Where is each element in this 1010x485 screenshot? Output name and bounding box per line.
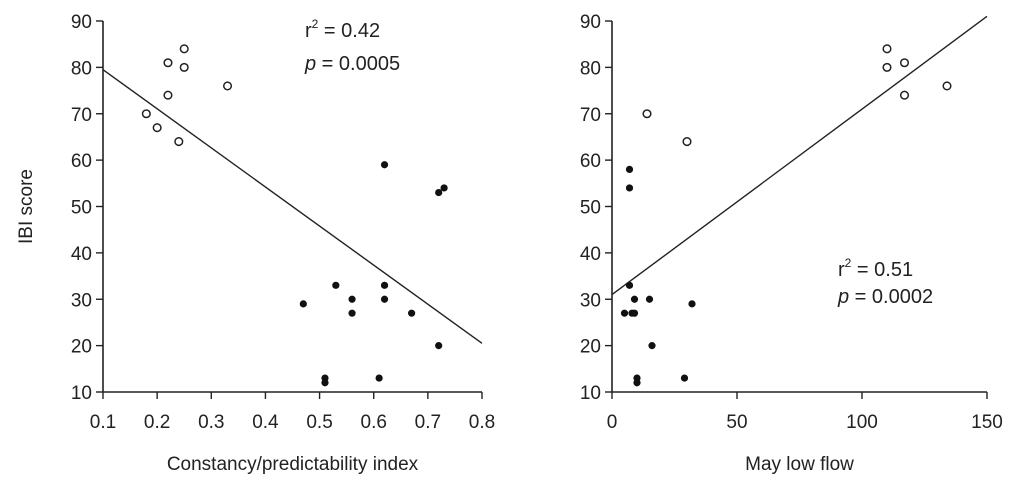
- filled-data-point: [348, 309, 356, 317]
- y-tick-label: 80: [580, 58, 601, 79]
- filled-data-point: [648, 342, 656, 350]
- y-tick-label: 60: [580, 151, 601, 172]
- y-tick-label: 70: [580, 105, 601, 126]
- x-axis-title: May low flow: [745, 454, 854, 475]
- filled-data-point: [633, 379, 641, 387]
- x-tick-label: 0.7: [415, 412, 441, 433]
- x-tick-label: 100: [846, 412, 878, 433]
- filled-data-point: [380, 161, 389, 169]
- x-tick-label: 0.8: [469, 412, 495, 433]
- left-scatter-panel: IBI score Constancy/predictability index…: [16, 12, 495, 475]
- p-value-annotation: p = 0.0005: [304, 53, 400, 75]
- x-tick-label: 0.4: [252, 412, 279, 433]
- filled-data-point: [375, 374, 383, 382]
- open-data-point: [882, 62, 892, 72]
- y-tick-label: 30: [580, 290, 601, 311]
- filled-data-point: [630, 295, 639, 303]
- filled-data-point: [299, 300, 307, 308]
- y-tick-label: 20: [71, 337, 92, 358]
- open-data-point: [179, 44, 189, 54]
- x-tick-label: 50: [726, 412, 747, 433]
- filled-data-point: [625, 281, 634, 289]
- x-tick-label: 0.6: [361, 412, 387, 433]
- regression-line: [102, 69, 483, 344]
- open-data-point: [163, 90, 173, 100]
- open-data-point: [642, 109, 652, 119]
- y-tick-label: 80: [71, 58, 92, 79]
- open-data-point: [899, 58, 910, 68]
- filled-data-point: [321, 379, 329, 387]
- open-data-point: [222, 81, 233, 91]
- y-tick-label: 30: [71, 290, 92, 311]
- filled-data-point: [625, 184, 634, 192]
- filled-data-point: [380, 281, 389, 289]
- y-tick-label: 60: [71, 151, 92, 172]
- x-tick-label: 0.1: [90, 412, 116, 433]
- r-squared-annotation: r2 = 0.42: [305, 17, 380, 42]
- right-scatter-panel: May low flow r2 = 0.51 p = 0.0002 10 20 30…: [580, 12, 1003, 475]
- filled-data-point: [380, 295, 389, 303]
- filled-data-point: [688, 300, 696, 308]
- filled-data-point: [435, 188, 443, 197]
- open-data-point: [942, 81, 952, 91]
- open-data-point: [682, 137, 692, 147]
- y-tick-label: 10: [580, 383, 601, 404]
- y-tick-label: 20: [580, 337, 601, 358]
- open-data-point: [882, 44, 892, 54]
- open-data-point: [899, 90, 910, 100]
- x-axis-title: Constancy/predictability index: [167, 454, 419, 475]
- y-tick-label: 50: [71, 198, 92, 219]
- y-tick-label: 40: [580, 244, 601, 265]
- r-squared-annotation: r2 = 0.51: [838, 256, 913, 281]
- filled-data-point: [620, 309, 629, 317]
- y-axis-title: IBI score: [16, 169, 37, 244]
- filled-data-point: [680, 374, 689, 382]
- regression-line: [611, 15, 988, 296]
- open-data-point: [163, 58, 173, 68]
- x-tick-label: 0.2: [144, 412, 170, 433]
- filled-data-point: [625, 165, 634, 173]
- y-tick-label: 70: [71, 105, 92, 126]
- p-value-annotation: p = 0.0002: [837, 286, 933, 308]
- y-tick-label: 50: [580, 198, 601, 219]
- filled-data-point: [440, 184, 448, 192]
- y-tick-label: 90: [71, 12, 92, 33]
- x-tick-label: 0: [607, 412, 618, 433]
- open-data-point: [152, 123, 162, 133]
- filled-data-point: [348, 295, 356, 303]
- filled-data-point: [332, 281, 340, 289]
- filled-data-point: [408, 309, 416, 317]
- y-tick-label: 10: [71, 383, 92, 404]
- open-data-point: [141, 109, 151, 119]
- x-tick-label: 0.3: [198, 412, 224, 433]
- filled-data-point: [645, 295, 654, 303]
- filled-data-point: [630, 309, 639, 317]
- y-tick-label: 90: [580, 12, 601, 33]
- open-data-point: [174, 137, 184, 147]
- open-data-point: [179, 62, 189, 72]
- filled-data-point: [435, 342, 443, 350]
- x-tick-label: 150: [971, 412, 1003, 433]
- x-tick-label: 0.5: [306, 412, 332, 433]
- y-tick-label: 40: [71, 244, 92, 265]
